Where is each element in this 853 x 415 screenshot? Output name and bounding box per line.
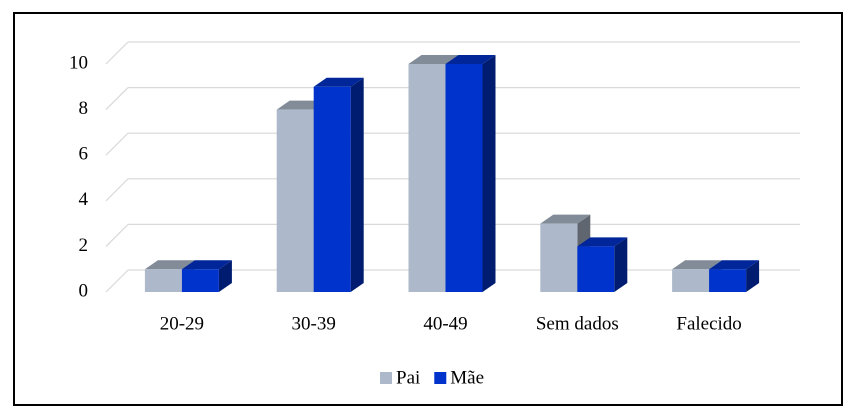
y-tick-label: 4 (79, 189, 89, 210)
bar (577, 237, 628, 292)
x-tick-label: Falecido (676, 313, 741, 334)
legend-swatch (380, 372, 392, 384)
bar-front (709, 269, 747, 292)
y-tick-label: 2 (79, 235, 89, 256)
x-tick-label: 30-39 (292, 313, 336, 334)
grid-line-side (105, 87, 129, 111)
grid-line-side (105, 41, 129, 65)
legend-label: Pai (396, 367, 420, 388)
y-tick-label: 10 (69, 52, 88, 73)
x-tick-label: 20-29 (160, 313, 204, 334)
bar-top (313, 77, 364, 87)
bar-top (181, 260, 232, 270)
bar-side (350, 77, 364, 292)
bar-front (672, 269, 710, 292)
bar-front (540, 223, 578, 292)
bar-top (577, 237, 628, 247)
grid-line-side (105, 223, 129, 247)
bar (313, 77, 364, 292)
bar (181, 260, 232, 292)
bar-side (218, 260, 232, 292)
bar-side (482, 55, 496, 292)
bar-side (746, 260, 760, 292)
bar-top (445, 55, 496, 64)
grid-line-side (105, 269, 129, 293)
bar-top (540, 214, 591, 224)
x-tick-label: Sem dados (536, 313, 619, 334)
x-tick-label: 40-49 (423, 313, 467, 334)
bar-top (144, 260, 195, 270)
grid-line-side (105, 178, 129, 202)
bar-side (614, 237, 628, 292)
y-tick-label: 6 (79, 144, 89, 165)
legend-swatch (434, 372, 447, 384)
bar-front (445, 64, 483, 292)
bar-front (577, 246, 615, 292)
bar-front (276, 109, 314, 292)
bar-front (408, 64, 446, 292)
y-tick-label: 8 (79, 98, 89, 119)
bar-front (181, 269, 219, 292)
bar-top (709, 260, 760, 270)
bar (445, 55, 496, 292)
bar (709, 260, 760, 292)
bar-front (313, 86, 351, 292)
bar-top (672, 260, 723, 270)
bar-front (144, 269, 182, 292)
bar-top (408, 55, 459, 64)
grid-line-side (105, 132, 129, 156)
legend-label: Mãe (450, 367, 484, 388)
y-tick-label: 0 (79, 280, 89, 301)
